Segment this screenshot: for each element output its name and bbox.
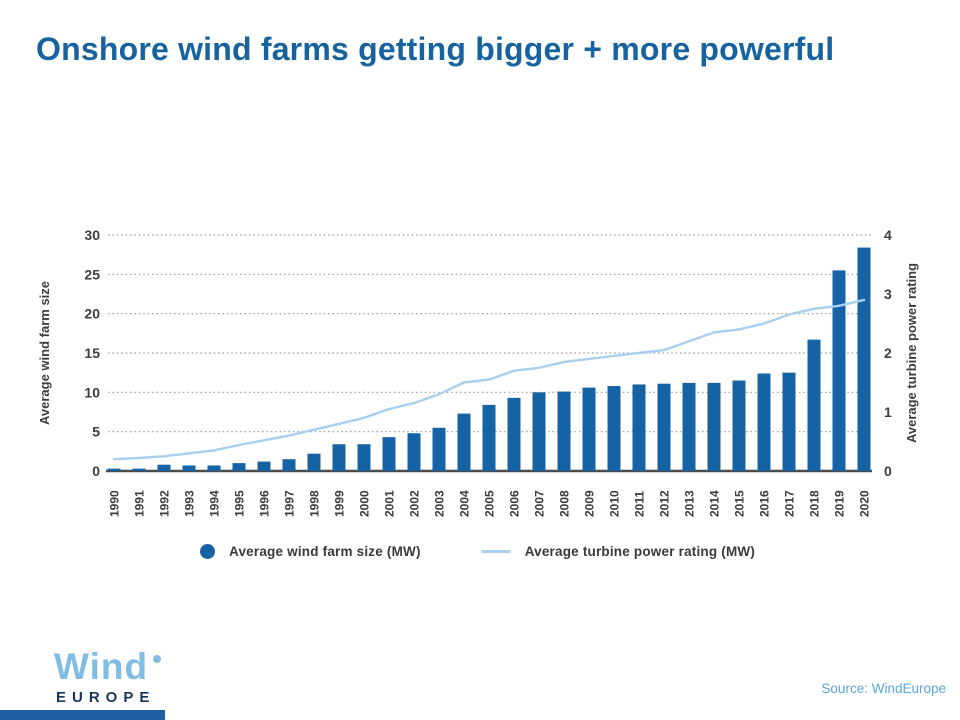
left-axis-tick: 20 (84, 306, 100, 322)
year-label: 1998 (308, 490, 322, 517)
bar-2003 (432, 427, 446, 471)
year-label: 2002 (408, 490, 422, 517)
bar-2018 (807, 339, 821, 471)
logo-word: Wind (54, 646, 149, 687)
bar-1996 (257, 461, 271, 471)
year-label: 2009 (583, 490, 597, 517)
bar-1999 (332, 444, 346, 471)
windeurope-logo: Wind EUROPE (54, 646, 162, 706)
bar-1995 (232, 463, 246, 471)
source-credit: Source: WindEurope (821, 681, 946, 696)
year-label: 1994 (208, 490, 222, 517)
logo-subtext: EUROPE (56, 689, 156, 706)
legend-label: Average wind farm size (MW) (229, 544, 421, 559)
year-label: 2017 (783, 490, 797, 517)
bar-2019 (832, 270, 846, 471)
year-label: 1993 (183, 490, 197, 517)
legend-circle-swatch-icon (200, 544, 215, 559)
year-label: 1997 (283, 490, 297, 517)
year-label: 1990 (108, 490, 122, 517)
left-axis-title: Average wind farm size (37, 281, 52, 425)
trend-line (112, 298, 866, 461)
bar-1997 (282, 459, 296, 471)
bar-2014 (707, 382, 721, 471)
bar-1993 (182, 465, 196, 471)
year-label: 2015 (733, 490, 747, 517)
bar-2017 (782, 372, 796, 471)
year-label: 2001 (383, 490, 397, 517)
year-label: 2008 (558, 490, 572, 517)
legend: Average wind farm size (MW) Average turb… (200, 544, 755, 559)
bar-2012 (657, 383, 671, 471)
right-axis-tick: 3 (884, 286, 892, 302)
bar-2000 (357, 444, 371, 471)
legend-item-turbine-rating: Average turbine power rating (MW) (480, 544, 756, 559)
right-axis-tick: 1 (884, 404, 892, 420)
year-label: 1992 (158, 490, 172, 517)
page-title: Onshore wind farms getting bigger + more… (36, 31, 835, 67)
year-label: 2019 (833, 490, 847, 517)
year-label: 2007 (533, 490, 547, 517)
legend-label: Average turbine power rating (MW) (524, 544, 756, 559)
year-label: 2011 (633, 491, 647, 517)
logo-wordmark: Wind (54, 646, 162, 687)
bar-2020 (857, 247, 871, 471)
bar-2011 (632, 384, 646, 471)
year-label: 2005 (483, 490, 497, 517)
year-label: 1999 (333, 490, 347, 517)
bar-1998 (307, 453, 321, 471)
legend-line-swatch-icon (480, 550, 511, 553)
right-axis-tick: 2 (884, 345, 892, 361)
bar-2007 (532, 392, 546, 471)
right-axis-tick: 4 (884, 227, 892, 243)
bar-2015 (732, 380, 746, 471)
bar-2002 (407, 433, 421, 471)
year-label: 1996 (258, 490, 272, 517)
year-label: 2020 (858, 490, 872, 517)
left-axis-tick: 30 (84, 227, 100, 243)
bar-1990 (107, 468, 121, 471)
year-label: 2012 (658, 490, 672, 517)
left-axis-tick: 5 (92, 424, 100, 440)
year-label: 2010 (608, 490, 622, 517)
legend-item-farm-size: Average wind farm size (MW) (200, 544, 421, 559)
logo-dot-icon (153, 655, 162, 663)
year-label: 2018 (808, 490, 822, 517)
year-label: 2014 (708, 490, 722, 517)
bar-2005 (482, 404, 496, 471)
bottom-accent-bar (0, 710, 165, 720)
bar-2004 (457, 413, 471, 471)
bar-2010 (607, 386, 621, 471)
bar-2008 (557, 391, 571, 471)
year-label: 2006 (508, 490, 522, 517)
year-label: 1995 (233, 490, 247, 517)
year-label: 2000 (358, 490, 372, 517)
year-label: 2016 (758, 490, 772, 517)
bar-2001 (382, 437, 396, 471)
year-label: 1991 (133, 490, 147, 517)
left-axis-tick: 0 (92, 463, 100, 479)
bar-1994 (207, 465, 221, 471)
bar-2013 (682, 382, 696, 471)
year-label: 2013 (683, 490, 697, 517)
bar-2009 (582, 387, 596, 471)
bar-1992 (157, 464, 171, 471)
right-axis-title: Average turbine power rating (904, 263, 919, 443)
left-axis-tick: 10 (84, 384, 100, 400)
left-axis-tick: 15 (84, 345, 100, 361)
bar-2006 (507, 397, 521, 471)
bar-1991 (132, 468, 146, 471)
year-label: 2004 (458, 490, 472, 517)
year-label: 2003 (433, 490, 447, 517)
left-axis-tick: 25 (84, 266, 100, 282)
right-axis-tick: 0 (884, 463, 892, 479)
bar-2016 (757, 373, 771, 471)
